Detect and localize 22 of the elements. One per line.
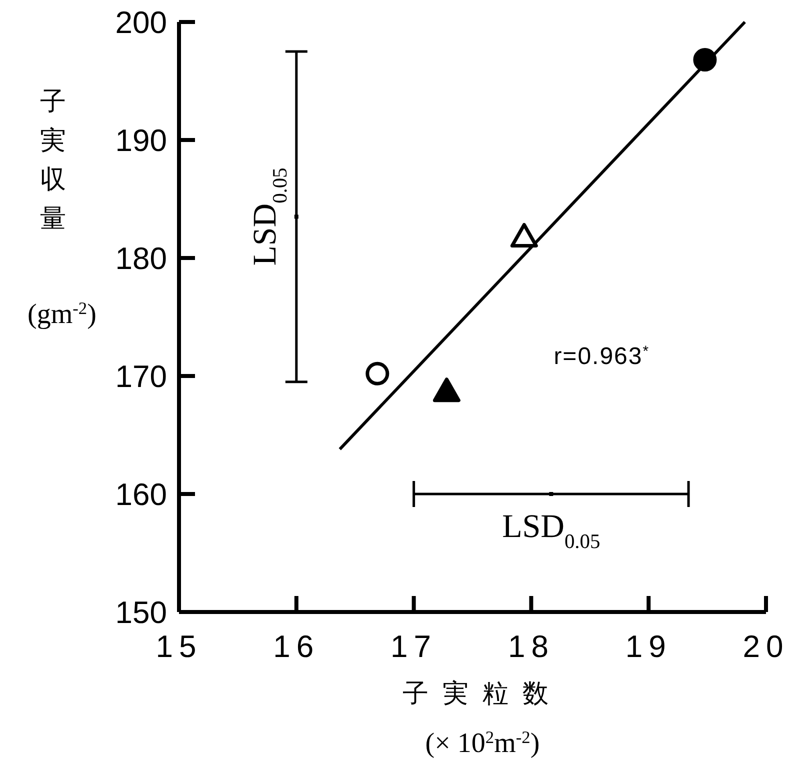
point xyxy=(549,492,554,496)
y-tick-label: 150 xyxy=(115,595,167,630)
y-tick-label: 170 xyxy=(115,359,167,394)
y-tick-label: 160 xyxy=(115,477,167,512)
x-tick-label: 17 xyxy=(390,629,438,664)
x-tick-label: 19 xyxy=(625,629,672,664)
y-tick-label: 190 xyxy=(115,123,167,158)
point xyxy=(693,48,717,72)
y-tick-label: 180 xyxy=(115,241,167,276)
x-tick-label: 18 xyxy=(508,629,554,664)
point xyxy=(366,362,390,386)
point xyxy=(432,378,460,402)
point xyxy=(294,214,298,219)
x-tick-label: 15 xyxy=(156,629,202,664)
annotation: r=0.963$^{*}$ xyxy=(554,343,650,370)
x-tick-label: 20 xyxy=(742,629,790,664)
x-axis-title: 子実粒数 (× 10$^{2}$m$^{-2}$) xyxy=(402,678,562,759)
x-tick-label: 16 xyxy=(273,629,320,664)
point xyxy=(510,223,538,248)
text: 子実収量 (gm$^{-2}$) xyxy=(28,86,96,330)
y-tick-label: 200 xyxy=(115,5,167,40)
annotation: LSD$_{0.05}$ xyxy=(502,509,600,553)
